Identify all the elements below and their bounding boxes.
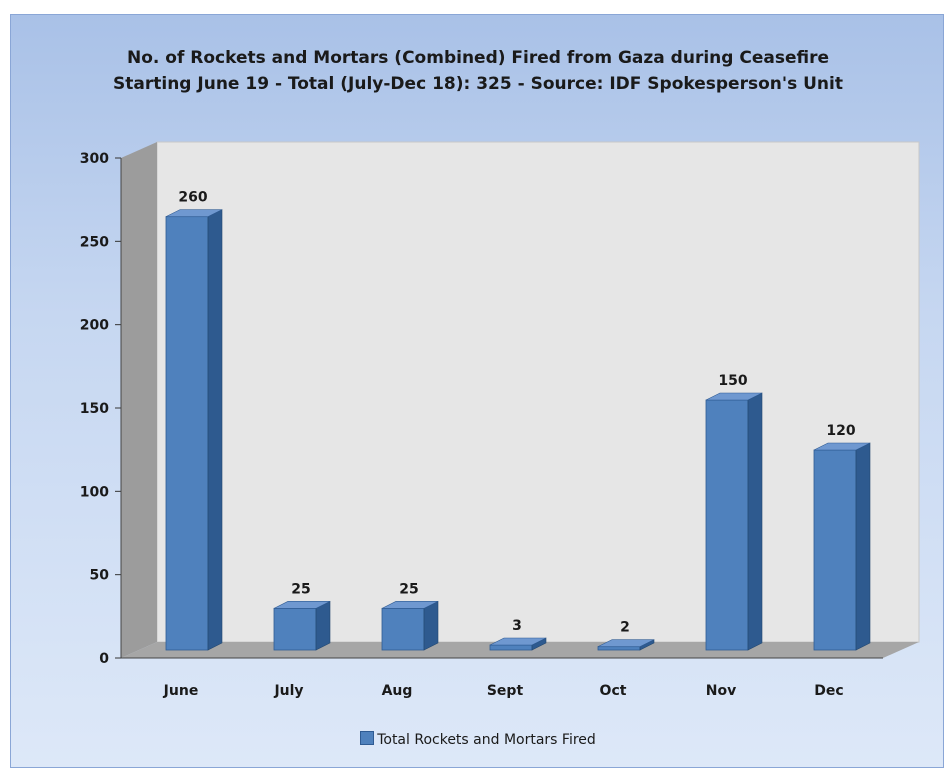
y-tick-label: 200 — [80, 318, 109, 334]
bar-side — [855, 442, 871, 651]
x-category-label: July — [273, 683, 303, 699]
plot-side-wall — [121, 142, 157, 658]
bar-top — [165, 209, 223, 217]
bar-top — [705, 392, 763, 401]
y-tick-label: 150 — [80, 401, 109, 417]
bar — [489, 644, 533, 651]
data-label: 260 — [178, 190, 207, 206]
x-category-label: June — [163, 683, 199, 699]
bar-side — [315, 600, 331, 651]
legend-label: Total Rockets and Mortars Fired — [377, 732, 596, 748]
legend: Total Rockets and Mortars Fired — [11, 731, 945, 748]
bar — [597, 646, 641, 651]
bar — [813, 449, 857, 651]
bar-top — [381, 601, 439, 609]
chart-title-block: No. of Rockets and Mortars (Combined) Fi… — [11, 45, 945, 97]
x-category-label: Oct — [600, 683, 627, 699]
data-label: 150 — [718, 373, 747, 389]
y-tick-label: 0 — [99, 651, 109, 667]
chart-title: No. of Rockets and Mortars (Combined) Fi… — [126, 48, 829, 68]
plot-area: 0 50 100 150 200 250 300 260 June 25 July 25 Aug 3 Sep… — [80, 141, 920, 699]
bar-top — [273, 601, 331, 609]
y-tick-label: 250 — [80, 234, 109, 250]
chart-subtitle: Starting June 19 - Total (July-Dec 18): … — [113, 74, 843, 94]
plot-back-wall — [156, 141, 920, 643]
bar — [273, 607, 317, 651]
y-tick-label: 50 — [90, 568, 110, 584]
x-category-label: Aug — [382, 683, 413, 699]
bar-top — [489, 637, 547, 646]
bar-top — [597, 639, 655, 647]
bar-top — [813, 442, 871, 451]
data-label: 2 — [620, 620, 630, 636]
legend-swatch — [360, 731, 375, 745]
data-label: 25 — [399, 581, 418, 597]
data-label: 3 — [512, 618, 522, 634]
bar — [705, 399, 749, 651]
data-label: 25 — [291, 581, 310, 597]
x-category-label: Sept — [487, 683, 524, 699]
chart-container: No. of Rockets and Mortars (Combined) Fi… — [10, 14, 944, 768]
bar — [381, 607, 425, 651]
y-tick-label: 300 — [80, 151, 109, 167]
bar — [165, 216, 209, 651]
bar-side — [423, 600, 439, 651]
y-tick-label: 100 — [80, 484, 109, 500]
bar-side — [207, 209, 223, 651]
x-category-label: Dec — [814, 683, 843, 699]
bar-side — [747, 392, 763, 651]
data-label: 120 — [826, 423, 855, 439]
x-category-label: Nov — [706, 683, 736, 699]
